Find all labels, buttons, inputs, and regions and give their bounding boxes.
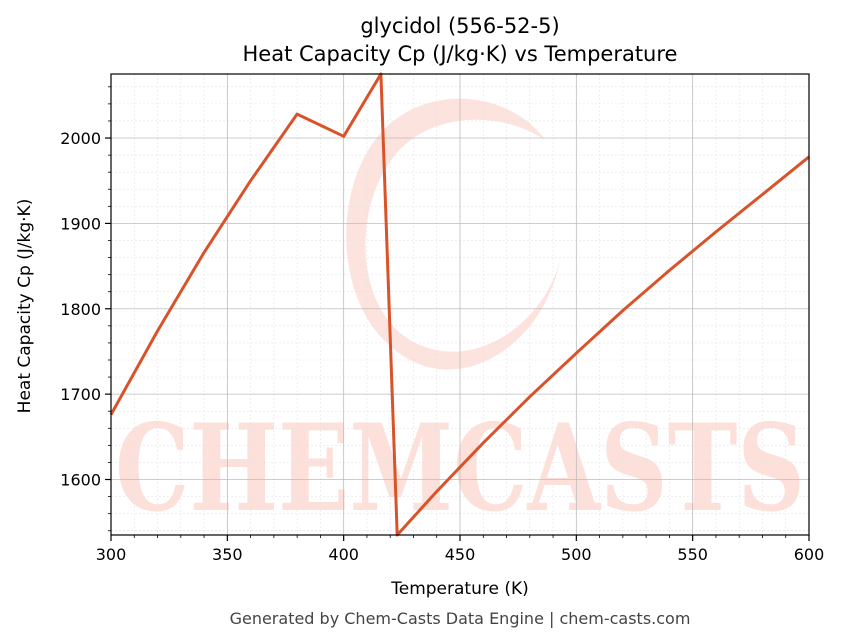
- x-axis-label: Temperature (K): [390, 579, 529, 599]
- y-tick-label: 1600: [60, 471, 101, 490]
- series-line-0: [109, 72, 810, 537]
- series-layer: [109, 72, 810, 537]
- x-tick-label: 500: [561, 545, 592, 564]
- x-tick-label: 600: [794, 545, 825, 564]
- x-axis-ticks: 300 350 400 450 500 550 600: [96, 535, 825, 564]
- y-tick-label: 1900: [60, 214, 101, 233]
- x-tick-label: 450: [445, 545, 476, 564]
- x-tick-label: 550: [677, 545, 708, 564]
- x-tick-label: 400: [328, 545, 359, 564]
- x-tick-label: 350: [212, 545, 243, 564]
- y-tick-label: 1800: [60, 300, 101, 319]
- x-tick-label: 300: [96, 545, 127, 564]
- chart-title: glycidol (556-52-5): [360, 14, 559, 38]
- chart-subtitle: Heat Capacity Cp (J/kg·K) vs Temperature: [243, 42, 678, 66]
- y-tick-label: 1700: [60, 385, 101, 404]
- y-tick-label: 2000: [60, 129, 101, 148]
- footer-credit: Generated by Chem-Casts Data Engine | ch…: [230, 609, 691, 628]
- y-axis-ticks: 1600 1700 1800 1900 2000: [60, 86, 111, 532]
- y-axis-label: Heat Capacity Cp (J/kg·K): [15, 199, 35, 414]
